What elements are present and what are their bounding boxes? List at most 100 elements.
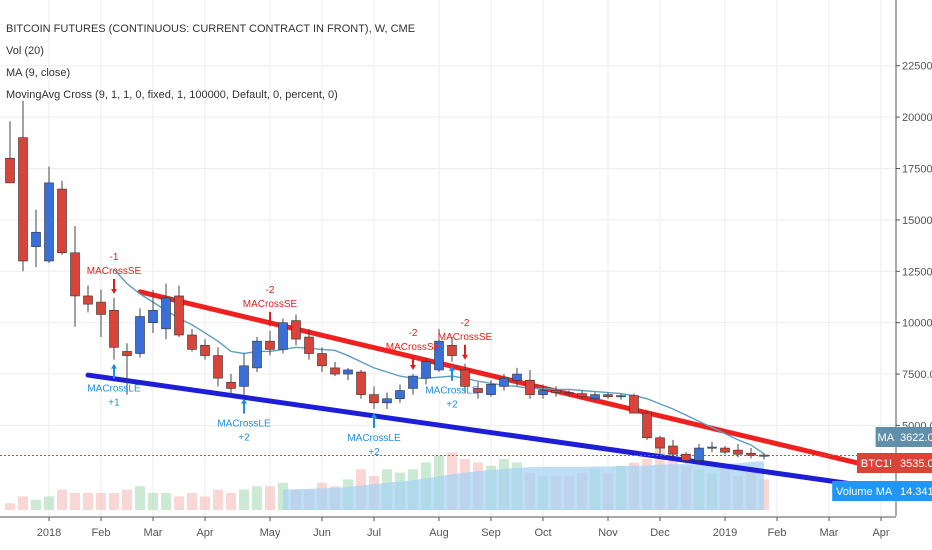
signal-label: MACrossLE [217,419,271,430]
candle-body [759,454,769,457]
price-tag: MA 3622.0 [875,427,932,447]
signal-label: MACrossSE [438,332,493,343]
price-tag-value-bg [896,453,932,473]
price-tag: BTC1! 3535.0 [857,453,932,473]
price-tag: Volume MA 14.341K [832,481,932,501]
candle-body [434,340,444,371]
signal-label: MACrossLE [425,386,479,397]
candle-body [317,353,327,367]
volume-ma-area-path [283,461,764,510]
time-axis-label: Feb [92,527,111,539]
volume-bar [148,493,158,510]
candle-body [486,384,496,395]
legend-strategy[interactable]: MovingAvg Cross (9, 1, 1, 0, fixed, 1, 1… [6,89,338,101]
candle-body [460,369,470,387]
candles [5,100,769,464]
volume-bar [200,496,210,510]
price-tag-value: 14.341K [900,486,932,498]
candle-body [668,445,678,455]
candle-body [564,392,574,395]
ma-line-path [113,268,765,455]
volume-bar [213,489,223,510]
candle-body [57,188,67,254]
trendline-upper [137,289,884,472]
signal-label: MACrossSE [243,299,298,310]
grid [0,0,896,515]
candle-body [499,377,509,387]
time-axis-label: Aug [429,527,449,539]
time-axis-label: Sep [481,527,501,539]
signal-arrow-down [462,344,468,360]
volume-bar [18,496,28,510]
time-axis[interactable]: 2018 Feb Mar Apr May Jun Jul Aug Sep Oct Nov Dec 201… [0,516,932,550]
time-axis-label: May [260,527,281,539]
candle-body [5,157,15,184]
candle-body [291,320,301,340]
price-tag-label: Volume MA [836,486,893,498]
candle-body [733,449,743,455]
time-axis-label: Oct [534,527,551,539]
price-axis-label: 17500.0 [902,164,932,176]
candle-body [356,371,366,395]
price-axis-label: 12500.0 [902,266,932,278]
candle-body [382,398,392,404]
candle-body [720,447,730,453]
candle-body [226,381,236,389]
time-axis-bg [0,516,932,550]
signal-arrow-down [267,311,273,327]
volume-bar [5,503,15,510]
price-tag-value-bg [896,481,932,501]
trendlines [0,289,896,491]
candle-body [44,182,54,262]
ma-line [113,268,765,455]
signal-arrow-down [111,279,117,294]
price-tag-value: 3622.0 [900,432,932,444]
price-tags: MA 3622.0 BTC1! 3535.0 Volume MA 14.341K [832,427,932,501]
volume-bar [70,493,80,510]
candle-body [213,355,223,379]
price-tag-label-bg [857,453,896,473]
candle-body [330,367,340,375]
volume-bar [57,489,67,510]
candle-body [408,375,418,389]
candle-body [122,351,132,356]
candle-body [304,336,314,354]
candle-body [252,340,262,369]
candle-body [538,390,548,395]
time-axis-label: Feb [768,527,787,539]
legend: BITCOIN FUTURES (CONTINUOUS: CURRENT CON… [6,18,415,106]
legend-volume[interactable]: Vol (20) [6,45,44,57]
candle-body [590,394,600,400]
signal-arrow-up [449,365,455,381]
time-axis-label: Dec [650,527,670,539]
legend-title[interactable]: BITCOIN FUTURES (CONTINUOUS: CURRENT CON… [6,23,416,35]
volume-bar [122,489,132,510]
price-axis-label: 7500.0 [902,369,932,381]
signal-qty: -2 [409,328,418,339]
trendline-lower [85,372,884,491]
signal-qty: +2 [238,433,250,444]
candle-body [577,393,587,397]
legend-ma[interactable]: MA (9, close) [6,67,71,79]
candle-body [161,297,171,330]
volume-ma-area [283,461,764,510]
candle-body [694,447,704,461]
signal-qty: -2 [266,285,275,296]
candle-body [200,344,210,356]
candle-body [174,295,184,336]
signal-arrow-down [410,355,416,371]
candle-body [707,446,717,449]
candle-body [96,301,106,315]
candle-body [642,412,652,439]
signal-arrow-up [111,363,117,379]
signal-qty: +2 [368,447,380,458]
candle-body [616,395,626,398]
candle-body [135,316,145,354]
time-axis-label: Mar [144,527,163,539]
candle-body [148,310,158,323]
signal-arrow-up [371,413,377,428]
time-axis-label: Nov [598,527,618,539]
signal-qty: -2 [461,318,470,329]
volume-bar [187,493,197,510]
